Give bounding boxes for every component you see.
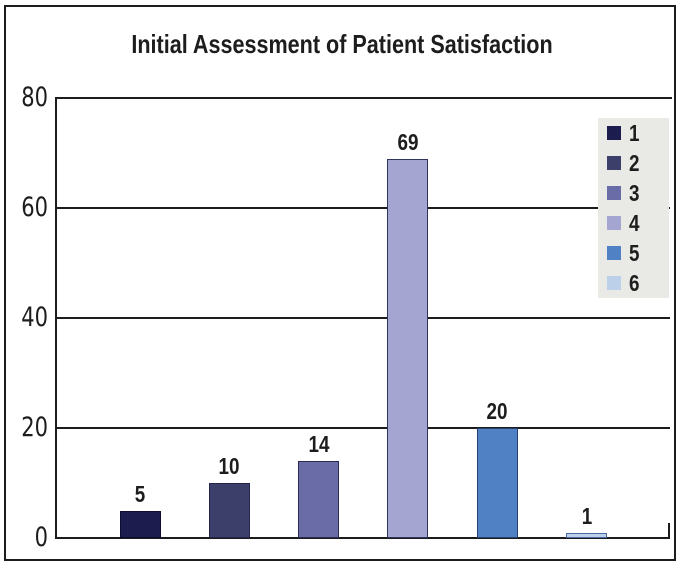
y-tick-label: 20: [21, 412, 48, 443]
y-tick-label: 0: [34, 522, 48, 553]
legend-item-6: 6: [598, 268, 669, 298]
bar-category-5: [476, 428, 518, 538]
bar-value-label: 5: [134, 480, 146, 507]
legend-label: 4: [629, 210, 640, 236]
chart-outer-frame: [4, 5, 676, 561]
legend-label: 3: [629, 180, 640, 206]
legend-swatch: [607, 126, 621, 140]
y-axis-line: [55, 97, 57, 539]
gridline: [57, 207, 670, 209]
bar-category-6: [566, 532, 608, 538]
x-axis-line: [55, 537, 670, 539]
legend-item-2: 2: [598, 148, 669, 178]
y-tick-label: 60: [21, 192, 48, 223]
legend-label: 2: [629, 150, 640, 176]
x-axis-end-tick: [668, 523, 670, 539]
bar-category-3: [298, 461, 340, 538]
bar-value-label: 1: [581, 502, 592, 529]
legend-item-3: 3: [598, 178, 669, 208]
chart-title: Initial Assessment of Patient Satisfacti…: [131, 29, 553, 59]
legend-item-1: 1: [598, 118, 669, 148]
legend-swatch: [607, 276, 621, 290]
legend-swatch: [607, 246, 621, 260]
gridline: [57, 427, 670, 429]
legend-label: 5: [629, 240, 640, 266]
bar-value-label: 14: [308, 431, 330, 457]
bar-category-2: [208, 483, 250, 538]
y-tick-label: 80: [21, 82, 48, 113]
gridline: [57, 317, 670, 319]
legend-item-4: 4: [598, 208, 669, 238]
legend-swatch: [607, 186, 621, 200]
legend-label: 6: [629, 270, 640, 296]
legend-label: 1: [629, 120, 640, 146]
bar-category-1: [119, 510, 161, 538]
bar-value-label: 20: [486, 398, 508, 424]
y-tick-label: 40: [21, 302, 48, 333]
bar-value-label: 10: [218, 453, 240, 479]
legend-swatch: [607, 216, 621, 230]
bar-value-label: 69: [397, 128, 419, 155]
plot-top-border: [57, 97, 672, 99]
legend-item-5: 5: [598, 238, 669, 268]
legend: 1 2 3 4 5 6: [598, 118, 669, 298]
legend-swatch: [607, 156, 621, 170]
bar-category-4: [387, 158, 429, 538]
